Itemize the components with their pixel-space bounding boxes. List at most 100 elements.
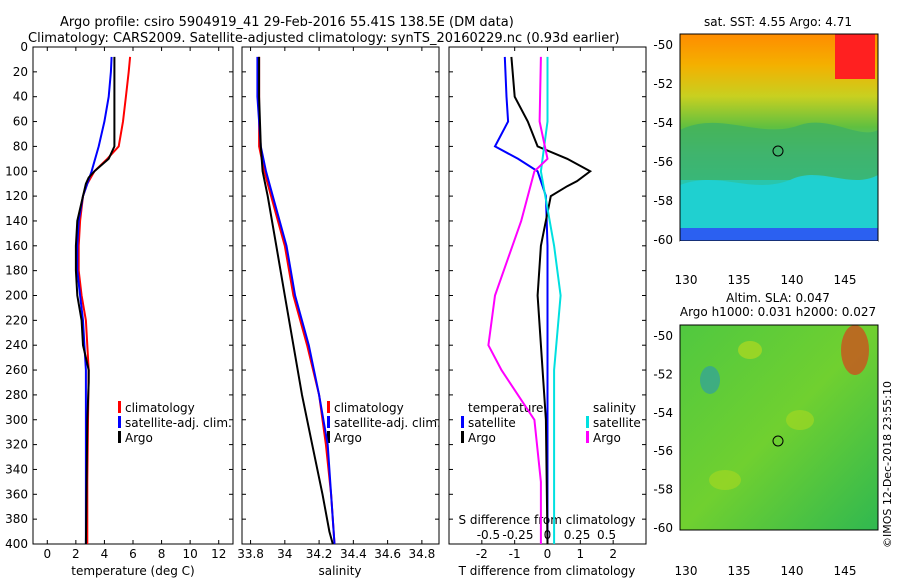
sst-front-band bbox=[680, 122, 878, 185]
x-tick-label: 0 bbox=[43, 547, 51, 561]
y-tick-label: 160 bbox=[5, 239, 28, 253]
series-t-satellite bbox=[493, 56, 549, 544]
difference-legend: temperature satellite Argo salinity sate… bbox=[461, 401, 641, 445]
y-tick-label: 220 bbox=[5, 313, 28, 327]
y-tick-label: 300 bbox=[5, 413, 28, 427]
legend-swatch-t-satellite bbox=[461, 416, 464, 428]
title-line-1: Argo profile: csiro 5904919_41 29-Feb-20… bbox=[60, 15, 514, 30]
legend-swatch-climatology bbox=[327, 401, 330, 413]
series-s-satellite bbox=[539, 56, 562, 544]
y-tick-label: 320 bbox=[5, 438, 28, 452]
lat-tick-label: -56 bbox=[653, 155, 673, 169]
sst-missing-strip bbox=[680, 228, 878, 241]
x-tick-label: 34.2 bbox=[306, 547, 333, 561]
y-tick-label: 340 bbox=[5, 462, 28, 476]
lon-tick-label: 145 bbox=[834, 564, 857, 578]
salinity-xlabel: salinity bbox=[318, 564, 361, 578]
lon-tick-label: 140 bbox=[781, 564, 804, 578]
lon-tick-label: 145 bbox=[834, 273, 857, 287]
sst-cold-band bbox=[680, 180, 878, 210]
lon-tick-label: 130 bbox=[675, 564, 698, 578]
series-argo bbox=[258, 56, 334, 545]
series-argo bbox=[74, 56, 116, 545]
legend-swatch-t-argo bbox=[461, 431, 464, 443]
sla-high-eddy bbox=[841, 325, 869, 375]
legend-swatch-satellite bbox=[118, 416, 121, 428]
sst-warm-patch bbox=[835, 34, 875, 79]
sla-map-frame bbox=[679, 324, 879, 531]
legend-title-temperature: temperature bbox=[468, 401, 543, 415]
difference-panel: T difference from climatology S differen… bbox=[448, 46, 647, 578]
x-tick-label: 12 bbox=[211, 547, 226, 561]
x-tick-label: 1 bbox=[577, 547, 585, 561]
lon-tick-label: 135 bbox=[728, 273, 751, 287]
legend-swatch-satellite bbox=[327, 416, 330, 428]
legend-label-climatology: climatology bbox=[125, 401, 195, 415]
x-tick-label: 6 bbox=[129, 547, 137, 561]
x-tick-label: 33.8 bbox=[237, 547, 264, 561]
legend-label-satellite: satellite-adj. clim. bbox=[334, 416, 441, 430]
x-top-tick-label: -0.25 bbox=[502, 528, 533, 542]
y-tick-label: 80 bbox=[13, 139, 28, 153]
legend-label-t-argo: Argo bbox=[468, 431, 496, 445]
sst-map-title: sat. SST: 4.55 Argo: 4.71 bbox=[704, 15, 852, 29]
sla-profile-marker bbox=[772, 435, 784, 447]
y-tick-label: 20 bbox=[13, 65, 28, 79]
lat-tick-label: -52 bbox=[653, 77, 673, 91]
legend-label-argo: Argo bbox=[125, 431, 153, 445]
x-tick-label: 4 bbox=[101, 547, 109, 561]
difference-xlabel-bottom: T difference from climatology bbox=[458, 564, 636, 578]
sla-map: Altim. SLA: 0.047 Argo h1000: 0.031 h200… bbox=[653, 291, 879, 578]
lat-tick-label: -50 bbox=[653, 329, 673, 343]
x-tick-label: -2 bbox=[476, 547, 488, 561]
sla-eddy bbox=[738, 341, 762, 359]
salinity-legend: climatology satellite-adj. clim. Argo bbox=[327, 401, 441, 445]
y-tick-label: 200 bbox=[5, 289, 28, 303]
legend-swatch-argo bbox=[327, 431, 330, 443]
y-tick-label: 40 bbox=[13, 90, 28, 104]
y-tick-label: 120 bbox=[5, 189, 28, 203]
legend-swatch-s-argo bbox=[586, 431, 589, 443]
x-tick-label: 34.8 bbox=[409, 547, 436, 561]
legend-label-climatology: climatology bbox=[334, 401, 404, 415]
x-top-tick-label: 0.25 bbox=[564, 528, 591, 542]
legend-swatch-s-satellite bbox=[586, 416, 589, 428]
sst-map: sat. SST: 4.55 Argo: 4.71 -50 -52 -54 -56 -5… bbox=[653, 15, 879, 287]
legend-label-t-satellite: satellite bbox=[468, 416, 516, 430]
y-tick-label: 260 bbox=[5, 363, 28, 377]
x-top-tick-label: -0.5 bbox=[477, 528, 500, 542]
watermark: ©IMOS 12-Dec-2018 23:55:10 bbox=[881, 381, 894, 548]
lat-tick-label: -60 bbox=[653, 521, 673, 535]
series-t-argo bbox=[510, 56, 593, 545]
lat-tick-label: -50 bbox=[653, 38, 673, 52]
y-tick-label: 360 bbox=[5, 487, 28, 501]
sla-map-title-2: Argo h1000: 0.031 h2000: 0.027 bbox=[680, 305, 876, 319]
x-tick-label: 2 bbox=[72, 547, 80, 561]
y-tick-label: 380 bbox=[5, 512, 28, 526]
title-line-2: Climatology: CARS2009. Satellite-adjuste… bbox=[28, 31, 620, 46]
lat-tick-label: -58 bbox=[653, 194, 673, 208]
lat-tick-label: -52 bbox=[653, 367, 673, 381]
temperature-xlabel: temperature (deg C) bbox=[71, 564, 194, 578]
lon-tick-label: 140 bbox=[781, 273, 804, 287]
temperature-legend: climatology satellite-adj. clim. Argo bbox=[118, 401, 232, 445]
y-tick-label: 0 bbox=[20, 40, 28, 54]
sst-blank-area bbox=[680, 241, 878, 268]
x-tick-label: 2 bbox=[609, 547, 617, 561]
legend-swatch-argo bbox=[118, 431, 121, 443]
x-tick-label: 34 bbox=[277, 547, 292, 561]
x-tick-label: 0 bbox=[544, 547, 552, 561]
x-tick-label: 34.6 bbox=[374, 547, 401, 561]
legend-label-s-argo: Argo bbox=[593, 431, 621, 445]
y-tick-label: 400 bbox=[5, 537, 28, 551]
salinity-axes-box bbox=[241, 46, 440, 545]
y-tick-label: 100 bbox=[5, 164, 28, 178]
lat-tick-label: -56 bbox=[653, 444, 673, 458]
sla-low-eddy bbox=[700, 366, 720, 394]
sla-eddy bbox=[709, 470, 741, 490]
y-tick-label: 240 bbox=[5, 338, 28, 352]
lon-tick-label: 130 bbox=[675, 273, 698, 287]
legend-swatch-climatology bbox=[118, 401, 121, 413]
series-climatology bbox=[258, 56, 336, 545]
